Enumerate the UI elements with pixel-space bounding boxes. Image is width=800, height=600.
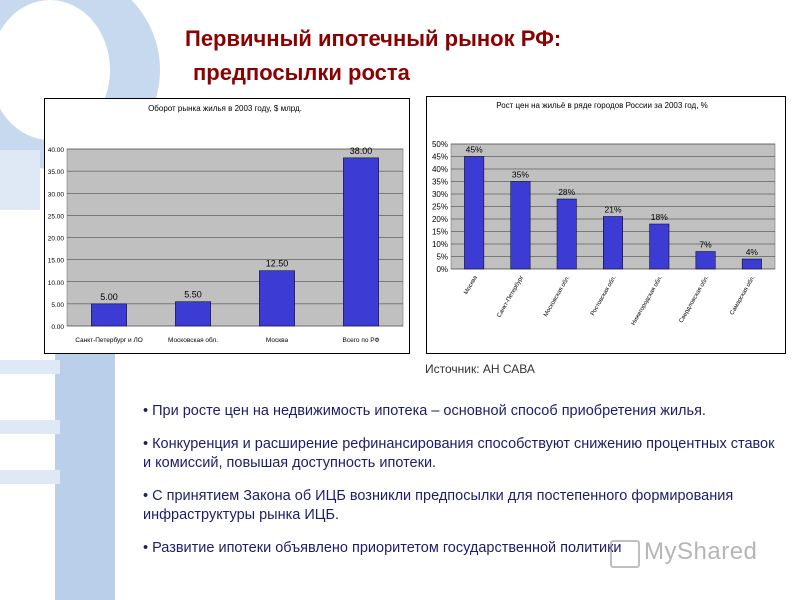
chart-price-growth-x-tick-label: Самарская обл.	[729, 275, 756, 317]
chart-price-growth-bar	[464, 156, 485, 270]
chart-turnover-y-tick-label: 25.00	[48, 213, 65, 220]
decor-stripe-1	[0, 360, 60, 374]
chart-price-growth-x-tick-label: Ростовская обл.	[590, 275, 618, 317]
chart-price-growth-data-label: 21%	[604, 205, 621, 215]
watermark: MyShared	[608, 538, 768, 568]
chart-price-growth-x-tick-label: Нижегородская обл.	[631, 275, 664, 327]
chart-turnover-bar	[175, 301, 211, 327]
chart-turnover-y-tick-label: 0.00	[51, 324, 64, 331]
chart-price-growth: Рост цен на жильё в ряде городов России …	[426, 96, 786, 354]
decor-bar-left	[0, 150, 40, 210]
chart-price-growth-data-label: 18%	[651, 212, 668, 222]
chart-price-growth-title: Рост цен на жильё в ряде городов России …	[496, 101, 708, 110]
chart-price-growth-y-tick-label: 45%	[432, 153, 448, 162]
chart-price-growth-bar	[556, 198, 577, 270]
bullet-item: • Развитие ипотеки объявлено приоритетом…	[143, 539, 622, 556]
chart-turnover-y-tick-label: 35.00	[48, 169, 65, 176]
title-line-2: предпосылки роста	[193, 60, 410, 85]
chart-price-growth-bar	[741, 258, 762, 270]
chart-turnover-x-tick-label: Всего по РФ	[343, 337, 380, 344]
chart-price-growth-y-tick-label: 10%	[432, 240, 448, 249]
chart-price-growth-y-tick-label: 25%	[432, 203, 448, 212]
title-line-1: Первичный ипотечный рынок РФ:	[185, 26, 562, 51]
watermark-logo-icon	[610, 540, 640, 568]
chart-turnover-y-tick-label: 10.00	[48, 280, 65, 287]
chart-price-growth-bar	[695, 251, 716, 270]
chart-price-growth-y-tick-label: 20%	[432, 215, 448, 224]
chart-turnover-y-tick-label: 15.00	[48, 258, 65, 265]
chart-turnover-x-tick-label: Москва	[266, 337, 289, 344]
chart-price-growth-bar	[603, 216, 623, 270]
chart-price-growth-svg: Рост цен на жильё в ряде городов России …	[432, 101, 776, 327]
decor-stripe-3	[0, 470, 60, 484]
bullet-item: • При росте цен на недвижимость ипотека …	[143, 403, 706, 419]
chart-turnover-data-label: 12.50	[266, 259, 289, 269]
chart-turnover-x-tick-label: Московская обл.	[168, 336, 218, 344]
chart-price-growth-data-label: 4%	[746, 247, 759, 257]
chart-price-growth-y-tick-label: 35%	[432, 178, 448, 187]
chart-price-growth-y-tick-label: 40%	[432, 165, 448, 174]
chart-price-growth-data-label: 7%	[699, 240, 712, 250]
chart-price-growth-x-tick-label: Санкт-Петербург	[496, 274, 525, 318]
chart-price-growth-y-tick-label: 30%	[432, 190, 448, 199]
chart-price-growth-data-label: 35%	[512, 170, 529, 180]
chart-turnover-svg: Оборот рынка жилья в 2003 году, $ млрд. 0…	[48, 104, 404, 344]
chart-turnover-bar	[259, 270, 295, 327]
chart-price-growth-x-tick-label: Москва	[463, 274, 479, 295]
chart-price-growth-y-tick-label: 5%	[436, 253, 448, 262]
bullet-list: • При росте цен на недвижимость ипотека …	[143, 402, 783, 571]
chart-price-growth-y-tick-label: 50%	[432, 140, 448, 149]
chart-turnover-data-label: 5.00	[100, 292, 118, 302]
chart-price-growth-data-label: 28%	[558, 187, 575, 197]
chart-price-growth-data-label: 45%	[466, 145, 483, 155]
chart-turnover-y-tick-label: 30.00	[48, 191, 65, 198]
chart-price-growth-y-tick-label: 15%	[432, 228, 448, 237]
chart-turnover-data-label: 5.50	[184, 290, 202, 300]
chart-price-growth-bar	[510, 181, 531, 270]
chart-price-growth-y-tick-label: 0%	[436, 265, 448, 274]
chart-turnover-y-tick-label: 5.00	[51, 302, 64, 309]
bullet-item: • Конкуренция и расширение рефинансирова…	[143, 435, 775, 472]
chart-price-growth-bar	[649, 223, 670, 270]
chart-price-growth-x-tick-label: Свердловская обл.	[679, 275, 711, 324]
chart-turnover-bar	[343, 157, 379, 327]
source-note: Источник: АН САВА	[425, 362, 535, 376]
chart-price-growth-x-tick-label: Московская обл.	[543, 275, 571, 318]
decor-stripe-2	[0, 420, 60, 434]
slide-title: Первичный ипотечный рынок РФ: предпосылк…	[185, 22, 561, 90]
watermark-text: MyShared	[644, 538, 758, 565]
chart-turnover-x-tick-label: Санкт-Петербург и ЛО	[75, 336, 143, 344]
chart-turnover-y-tick-label: 20.00	[48, 236, 65, 243]
chart-turnover-title: Оборот рынка жилья в 2003 году, $ млрд.	[148, 104, 302, 113]
chart-turnover-bar	[91, 303, 127, 327]
chart-turnover-data-label: 38.00	[350, 146, 373, 156]
chart-turnover-y-tick-label: 40.00	[48, 147, 65, 154]
chart-turnover: Оборот рынка жилья в 2003 году, $ млрд. 0…	[44, 98, 410, 354]
bullet-item: • С принятием Закона об ИЦБ возникли пре…	[143, 487, 734, 524]
